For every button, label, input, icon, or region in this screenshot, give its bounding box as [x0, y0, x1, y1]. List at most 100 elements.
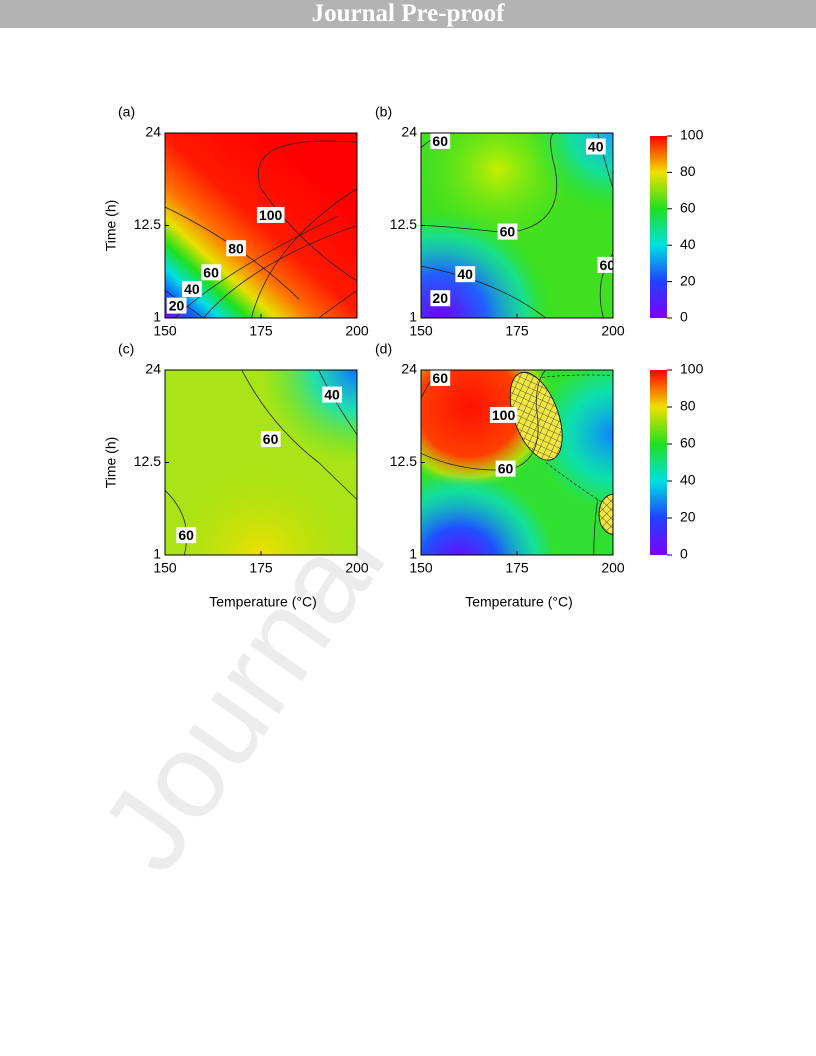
colorbar-tick-label: 80 — [680, 398, 696, 414]
contour-label-bg — [260, 431, 281, 448]
colorbar-tick-label: 40 — [680, 236, 696, 252]
y-tick-label: 24 — [145, 361, 161, 377]
plot-area: 40 60 60 — [165, 370, 357, 555]
colorbar-tick-label: 40 — [680, 472, 696, 488]
x-tick-label: 200 — [601, 560, 625, 576]
colorbar-tick-label: 0 — [680, 309, 688, 325]
y-axis-title: Time (h) — [103, 437, 119, 489]
colorbar-tick-label: 0 — [680, 546, 688, 562]
contour-label-bg — [597, 256, 613, 273]
contour-label: 100 — [259, 207, 283, 223]
contour-label: 100 — [492, 407, 516, 423]
contour-label: 40 — [588, 139, 604, 155]
contour-label: 40 — [457, 266, 473, 282]
x-axis-title: Temperature (°C) — [465, 594, 573, 610]
header: Journal Pre-proof — [0, 0, 816, 28]
y-tick-label: 12.5 — [390, 216, 417, 232]
panel-label: (b) — [375, 104, 392, 120]
contour-label-bg — [201, 264, 222, 281]
colorbar-tick-label: 20 — [680, 509, 696, 525]
dashed-contour — [541, 374, 613, 378]
y-tick-label: 24 — [145, 124, 161, 140]
colorbar-tick-label: 100 — [680, 127, 704, 143]
x-tick-label: 200 — [345, 560, 369, 576]
contour-line — [203, 225, 357, 318]
y-tick-label: 24 — [401, 361, 417, 377]
colorbar — [650, 370, 667, 555]
panel-label: (d) — [375, 341, 392, 357]
contour-label-bg — [322, 386, 343, 403]
contour-line — [421, 265, 547, 318]
panel-label: (a) — [118, 104, 135, 120]
contour-label-bg — [182, 280, 202, 297]
x-tick-label: 175 — [505, 560, 529, 576]
contour-line — [257, 140, 357, 282]
contour-label-bg — [256, 206, 285, 223]
contour-label: 60 — [178, 527, 194, 543]
contour-label-bg — [489, 406, 518, 423]
y-tick-label: 1 — [409, 309, 417, 325]
contour-line — [241, 370, 357, 500]
colorbar-tick-label: 80 — [680, 163, 696, 179]
contour-label: 60 — [203, 264, 219, 280]
colorbar-tick-label: 60 — [680, 435, 696, 451]
x-axis-title: Temperature (°C) — [209, 594, 317, 610]
contour-line — [593, 499, 598, 555]
x-tick-label: 150 — [153, 323, 177, 339]
contour-label-bg — [430, 370, 451, 386]
contour-label: 40 — [324, 387, 340, 403]
contour-line — [174, 215, 338, 318]
panel-label: (c) — [118, 341, 134, 357]
colorbar-tick-label: 20 — [680, 272, 696, 288]
y-tick-label: 1 — [409, 546, 417, 562]
contour-label-bg — [166, 297, 187, 314]
contour-label-bg — [455, 266, 476, 283]
hatched-region — [598, 493, 613, 535]
contour-label-bg — [430, 133, 451, 149]
contour-label: 60 — [500, 224, 516, 240]
contour-label: 60 — [599, 257, 615, 273]
contour-label: 80 — [228, 240, 244, 256]
contour-label: 60 — [263, 431, 279, 447]
hatched-region — [509, 371, 563, 461]
contour-label-bg — [497, 223, 518, 240]
contour-line — [421, 133, 558, 234]
contour-label: 60 — [498, 461, 514, 477]
x-tick-label: 150 — [409, 560, 433, 576]
y-tick-label: 12.5 — [134, 453, 161, 469]
x-tick-label: 175 — [249, 323, 273, 339]
contour-label: 20 — [432, 290, 448, 306]
plot-area: 60 40 60 40 20 60 — [421, 133, 615, 318]
contour-line — [251, 188, 357, 318]
colorbar-tick-label: 100 — [680, 361, 704, 377]
contour-label-bg — [430, 290, 451, 307]
contour-label: 40 — [184, 281, 200, 297]
y-tick-label: 12.5 — [390, 453, 417, 469]
x-tick-label: 150 — [153, 560, 177, 576]
contour-label: 60 — [432, 370, 448, 386]
colorbar — [650, 136, 667, 318]
y-tick-label: 12.5 — [134, 216, 161, 232]
colorbar-tick-label: 60 — [680, 200, 696, 216]
x-tick-label: 150 — [409, 323, 433, 339]
contour-label: 60 — [432, 133, 448, 149]
y-tick-label: 24 — [401, 124, 417, 140]
contour-line — [421, 370, 547, 471]
x-tick-label: 200 — [345, 323, 369, 339]
x-tick-label: 175 — [505, 323, 529, 339]
y-axis-title: Time (h) — [103, 200, 119, 252]
y-tick-label: 1 — [153, 309, 161, 325]
plot-area: 60 100 60 — [421, 370, 613, 555]
contour-label-bg — [495, 460, 516, 477]
x-tick-label: 175 — [249, 560, 273, 576]
contour-label-bg — [176, 527, 197, 544]
contour-line — [165, 490, 187, 555]
contour-label-bg — [585, 138, 606, 155]
contour-label: 20 — [169, 298, 185, 314]
y-tick-label: 1 — [153, 546, 161, 562]
contour-label-bg — [226, 240, 247, 257]
dashed-contour — [545, 462, 604, 504]
